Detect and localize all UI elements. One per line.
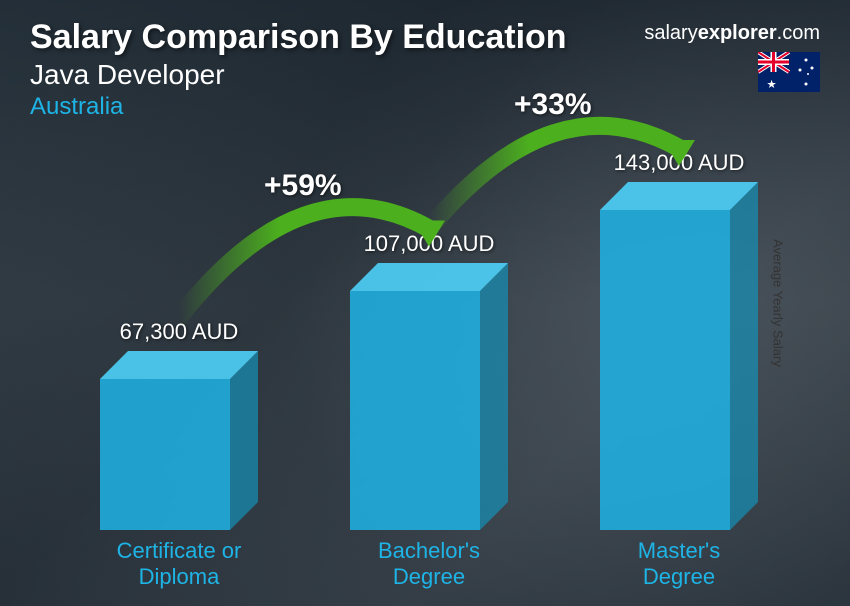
brand-prefix: salary	[644, 22, 697, 44]
chart-country: Australia	[30, 93, 820, 121]
increase-percentage-label: +33%	[514, 88, 592, 122]
brand-watermark: salaryexplorer.com	[644, 22, 820, 45]
brand-bold: explorer	[698, 22, 777, 44]
increase-arc-icon	[40, 150, 790, 586]
bar-chart: 67,300 AUDCertificate orDiploma107,000 A…	[40, 150, 790, 586]
brand-suffix: .com	[777, 22, 820, 44]
australia-flag-icon	[758, 52, 820, 92]
chart-subtitle: Java Developer	[30, 59, 820, 91]
